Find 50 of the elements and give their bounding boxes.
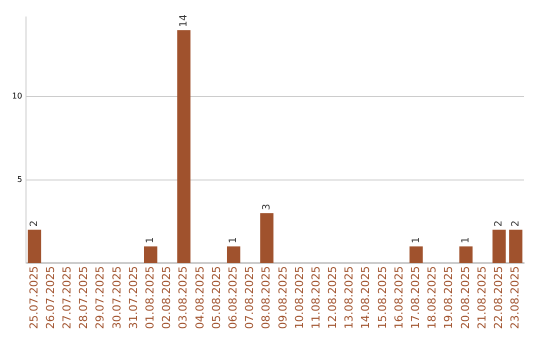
y-tick-label: 10 [12,92,22,101]
bar [177,30,190,264]
x-tick-label: 13.08.2025 [342,266,356,330]
x-tick-label: 27.07.2025 [60,266,74,330]
x-tick-label: 21.08.2025 [475,266,488,330]
x-tick-label: 07.08.2025 [243,266,256,330]
x-tick-label: 05.08.2025 [210,266,223,330]
bar [260,213,274,264]
x-tick-label: 15.08.2025 [376,266,389,330]
data-label: 2 [494,220,505,227]
data-label: 2 [510,220,522,227]
x-tick-label: 11.08.2025 [309,266,322,330]
data-label: 2 [29,220,40,227]
x-tick-label: 06.08.2025 [226,266,240,330]
y-tick-label: 5 [17,174,22,184]
data-label: 1 [410,237,422,244]
x-tick-label: 22.08.2025 [492,266,505,330]
x-tick-label: 10.08.2025 [292,266,306,330]
bar [509,230,522,264]
x-tick-label: 01.08.2025 [144,266,156,330]
x-tick-label: 23.08.2025 [508,266,522,330]
x-tick-label: 20.08.2025 [458,266,472,330]
x-tick-label: 28.07.2025 [77,266,90,330]
data-label: 1 [145,237,156,244]
x-tick-label: 30.07.2025 [110,266,124,330]
x-tick-label: 08.08.2025 [260,266,273,330]
x-tick-label: 19.08.2025 [442,266,456,330]
x-tick-label: 03.08.2025 [176,266,190,330]
x-tick-label: 14.08.2025 [359,266,372,330]
bar [492,230,506,264]
x-tick-label: 12.08.2025 [326,266,340,330]
x-tick-label: 09.08.2025 [276,266,290,330]
data-label: 3 [261,204,272,210]
data-label: 1 [460,237,472,244]
bar [226,246,240,264]
bar [28,230,42,264]
x-tick-label: 04.08.2025 [193,266,206,330]
x-tick-label: 17.08.2025 [409,266,422,330]
x-tick-label: 29.07.2025 [94,266,107,330]
x-tick-label: 26.07.2025 [44,266,57,330]
data-label: 1 [228,237,240,244]
x-tick-label: 02.08.2025 [160,266,174,330]
bar [459,246,473,264]
x-tick-label: 31.07.2025 [126,266,140,330]
x-tick-label: 25.07.2025 [27,266,40,330]
x-tick-label: 16.08.2025 [392,266,406,330]
bar [410,246,423,264]
bar [144,246,158,264]
data-label: 14 [178,14,190,28]
x-tick-label: 18.08.2025 [426,266,439,330]
